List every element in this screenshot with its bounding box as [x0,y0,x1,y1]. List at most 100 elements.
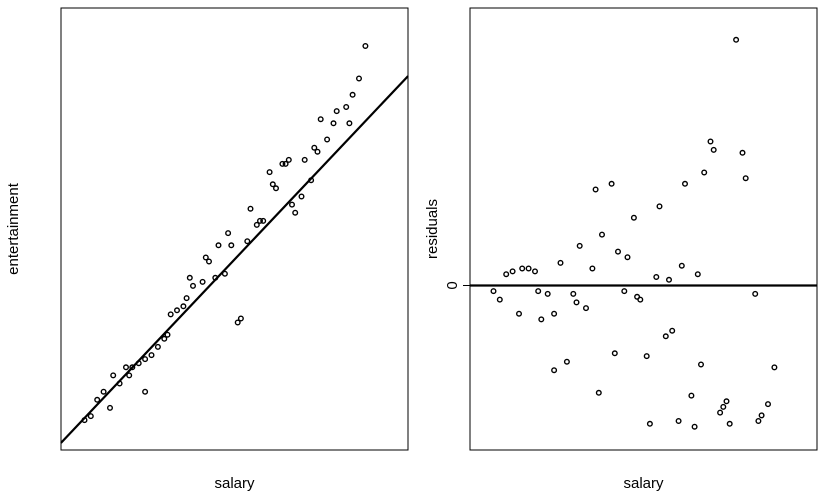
data-point [669,327,676,334]
data-point [509,268,516,275]
data-point [691,423,698,430]
x-axis-label-left: salary [214,475,255,492]
data-point [292,209,299,216]
data-point [215,242,222,249]
data-point [324,136,331,143]
data-point [755,418,762,425]
data-point [285,156,292,163]
data-point [301,156,308,163]
data-point [142,356,149,363]
data-point [710,146,717,153]
data-point [496,296,503,303]
data-point [349,91,356,98]
data-point [592,186,599,193]
y-tick-label-zero: 0 [444,281,461,289]
data-point [726,420,733,427]
data-point [279,160,286,167]
data-point [576,242,583,249]
data-point [551,310,558,317]
data-point [682,180,689,187]
data-point [186,274,193,281]
data-point [126,372,133,379]
data-point [253,221,260,228]
data-point [142,388,149,395]
data-point [173,307,180,314]
data-point [247,205,254,212]
data-point [611,350,618,357]
data-point [599,231,606,238]
x-axis-label-right: salary [623,475,664,492]
data-point [544,290,551,297]
data-point [308,177,315,184]
data-point [228,242,235,249]
data-point [621,288,628,295]
data-point [752,290,759,297]
data-point [106,404,113,411]
plot-frame-right [469,7,818,451]
data-point [167,311,174,318]
data-point [538,316,545,323]
data-point [189,282,196,289]
data-point [570,290,577,297]
data-point [356,75,363,82]
data-point [237,315,244,322]
data-point [94,396,101,403]
data-point [758,412,765,419]
data-point [260,217,267,224]
data-point [298,193,305,200]
y-axis-label-left: entertainment [5,182,22,275]
data-point [595,389,602,396]
data-point [317,116,324,123]
data-point [739,149,746,156]
data-point [698,361,705,368]
data-point [742,175,749,182]
data-point [221,270,228,277]
data-point [637,296,644,303]
data-point [154,343,161,350]
data-point [519,265,526,272]
data-point [225,230,232,237]
data-point [707,138,714,145]
data-point [630,214,637,221]
data-point [643,353,650,360]
data-point [653,274,660,281]
data-point [135,360,142,367]
scatter-panel-right: 0 salary residuals [424,7,818,492]
data-point [343,103,350,110]
data-point [116,380,123,387]
data-point [678,262,685,269]
data-point [110,372,117,379]
data-point [557,259,564,266]
scatter-panel-left: salary entertainment [5,7,409,492]
data-points-left [81,43,369,424]
data-point [656,203,663,210]
data-point [573,299,580,306]
data-point [551,367,558,374]
data-point [266,169,273,176]
data-point [563,358,570,365]
data-point [311,144,318,151]
data-point [717,409,724,416]
data-point [346,120,353,127]
data-point [662,333,669,340]
data-point [314,148,321,155]
data-point [589,265,596,272]
data-point [269,181,276,188]
data-point [148,352,155,359]
data-point [161,335,168,342]
data-point [164,331,171,338]
data-point [282,160,289,167]
data-point [615,248,622,255]
data-point [771,364,778,371]
y-axis-label-right: residuals [424,199,441,259]
data-point [257,217,264,224]
data-point [333,108,340,115]
data-point [87,413,94,420]
data-point [694,271,701,278]
data-point [535,288,542,295]
data-point [122,364,129,371]
data-point [202,254,209,261]
data-point [81,417,88,424]
data-point [666,276,673,283]
